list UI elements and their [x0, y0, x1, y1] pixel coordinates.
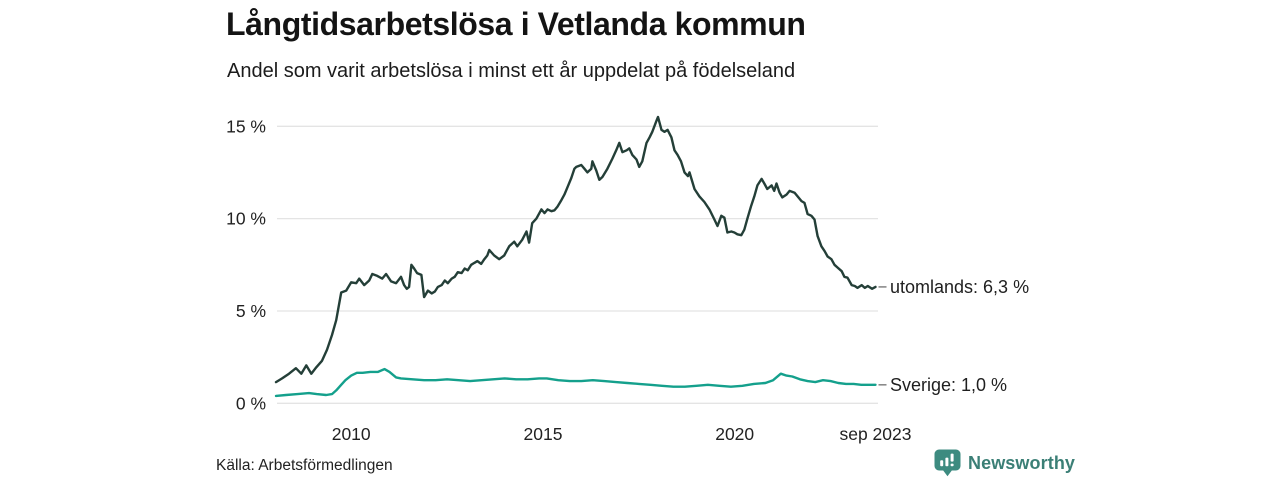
bar-chart-bubble-icon	[934, 449, 961, 477]
series-line-utomlands	[274, 115, 877, 384]
newsworthy-logo: Newsworthy	[934, 449, 1075, 477]
x-tick-label-2020: 2020	[715, 424, 754, 444]
x-tick-label-2015: 2015	[524, 424, 563, 444]
series-end-label-utomlands: utomlands: 6,3 %	[890, 277, 1029, 297]
x-tick-label-sep-2023: sep 2023	[839, 424, 911, 444]
y-tick-label-15: 15 %	[226, 116, 266, 136]
series-end-label-sverige: Sverige: 1,0 %	[890, 375, 1007, 395]
chart-title: Långtidsarbetslösa i Vetlanda kommun	[226, 6, 806, 42]
y-tick-label-10: 10 %	[226, 209, 266, 229]
series-line-sverige	[274, 367, 877, 398]
source-note: Källa: Arbetsförmedlingen	[216, 457, 393, 474]
y-tick-label-0: 0 %	[236, 393, 266, 413]
y-tick-label-5: 5 %	[236, 301, 266, 321]
chart-subtitle: Andel som varit arbetslösa i minst ett å…	[227, 60, 796, 82]
newsworthy-wordmark: Newsworthy	[968, 452, 1076, 473]
x-tick-label-2010: 2010	[332, 424, 371, 444]
